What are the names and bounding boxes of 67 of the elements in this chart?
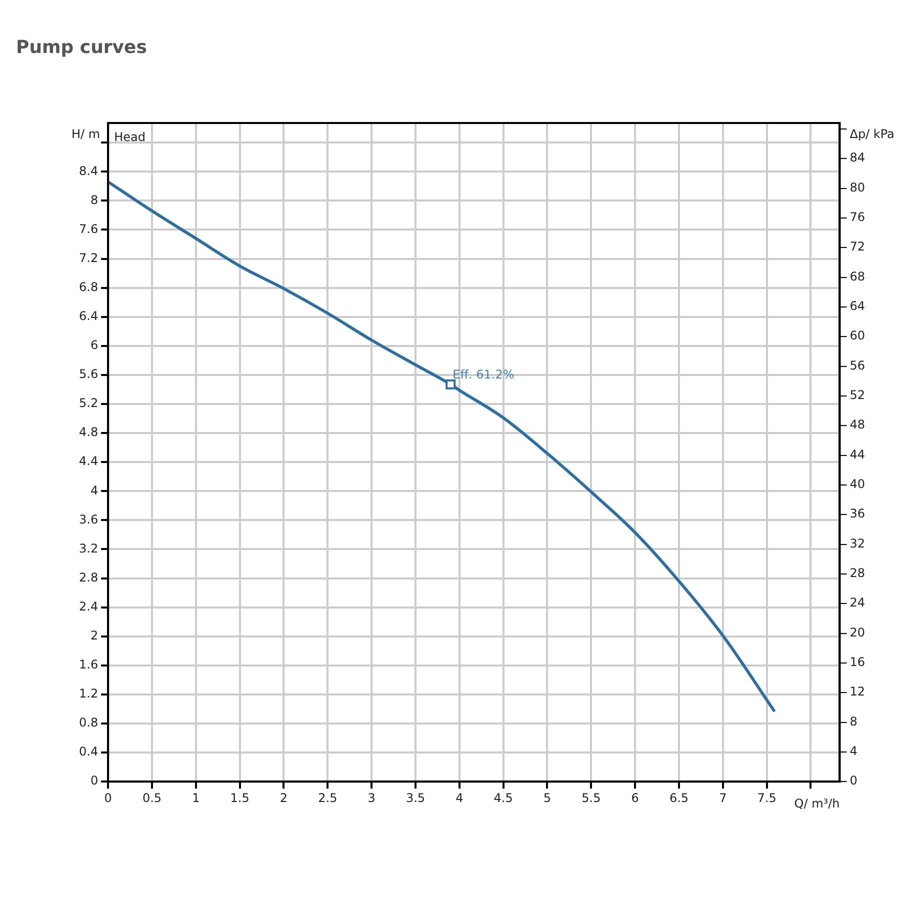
y-tick-label: 3.2: [78, 541, 98, 556]
y-tick-label: 8: [90, 192, 98, 207]
y-tick-label: 1.2: [78, 686, 98, 701]
x-tick-label: 2.5: [318, 790, 338, 805]
y2-tick-label: 68: [850, 269, 866, 284]
y-tick-label: 2: [90, 628, 98, 642]
annotation: Head: [114, 130, 146, 144]
y2-tick-label: 76: [850, 210, 866, 224]
y-tick-label: 4: [90, 483, 98, 498]
y2-tick-label: 4: [850, 744, 858, 758]
y2-tick-label: 52: [850, 388, 866, 402]
y2-tick-label: 20: [850, 625, 866, 640]
y2-tick-label: 16: [850, 655, 866, 670]
y-tick-label: 0: [90, 774, 98, 788]
x-tick-label: 0: [104, 790, 112, 805]
y2-tick-label: 44: [850, 447, 866, 462]
x-tick-label: 5.5: [582, 790, 601, 805]
y-tick-label: 7.2: [78, 250, 98, 265]
x-tick-label: 1.5: [230, 790, 250, 805]
y-tick-label: 0.8: [78, 716, 98, 730]
y2-tick-label: 0: [850, 774, 858, 788]
x-tick-label: 4: [456, 790, 464, 805]
y-tick-label: 0.4: [78, 744, 98, 759]
y2-tick-label: 56: [850, 358, 866, 372]
y2-tick-label: 60: [850, 328, 866, 343]
y-tick-label: 6: [90, 338, 98, 352]
y2-tick-label: 24: [850, 596, 866, 610]
y-tick-label: 6.4: [78, 309, 98, 323]
x-tick-label: 1: [192, 790, 200, 805]
y2-tick-label: 12: [850, 684, 866, 699]
x-tick-label: 7.5: [757, 790, 776, 805]
y2-tick-label: 64: [850, 299, 866, 314]
x-tick-label: 7: [719, 790, 727, 805]
y-tick-label: 6.8: [78, 280, 98, 294]
x-tick-label: 6.5: [669, 790, 689, 805]
y-tick-label: 5.2: [78, 396, 98, 410]
x-tick-label: 4.5: [494, 790, 513, 805]
y-tick-label: 5.6: [78, 367, 98, 382]
y-tick-label: 1.6: [78, 658, 98, 672]
y2-tick-label: 36: [850, 506, 866, 521]
x-tick-label: 6: [631, 790, 639, 805]
x-tick-label: 0.5: [142, 790, 162, 805]
y2-tick-label: 72: [850, 240, 866, 254]
y-tick-label: 7.6: [78, 222, 98, 236]
y-tick-label: 4.8: [78, 425, 98, 440]
y2-tick-label: 32: [850, 536, 866, 550]
x-tick-label: 3.5: [406, 790, 426, 805]
y-tick-label: 2.8: [78, 570, 98, 584]
y-tick-label: 4.4: [78, 454, 98, 468]
x-tick-label: 3: [368, 790, 376, 805]
x-tick-label: 2: [280, 790, 288, 805]
y-tick-label: 3.6: [78, 512, 98, 526]
x-axis-title: Q/ m³/h: [794, 796, 840, 811]
y2-tick-label: 8: [850, 714, 858, 728]
y2-tick-label: 84: [850, 150, 866, 165]
y2-tick-label: 48: [850, 418, 866, 432]
annotation: Eff. 61.2%: [452, 368, 514, 382]
y-tick-label: 2.4: [78, 599, 98, 614]
y2-tick-label: 80: [850, 180, 866, 194]
y-tick-label: 8.4: [78, 164, 98, 178]
y-axis-title: H/ m: [72, 127, 100, 142]
y2-tick-label: 40: [850, 477, 866, 492]
y2-axis-title: Δp/ kPa: [850, 127, 894, 142]
line-series: [108, 180, 776, 712]
chart-title: Pump curves: [16, 37, 147, 58]
x-tick-label: 5: [543, 790, 552, 805]
y2-tick-label: 28: [850, 566, 866, 580]
